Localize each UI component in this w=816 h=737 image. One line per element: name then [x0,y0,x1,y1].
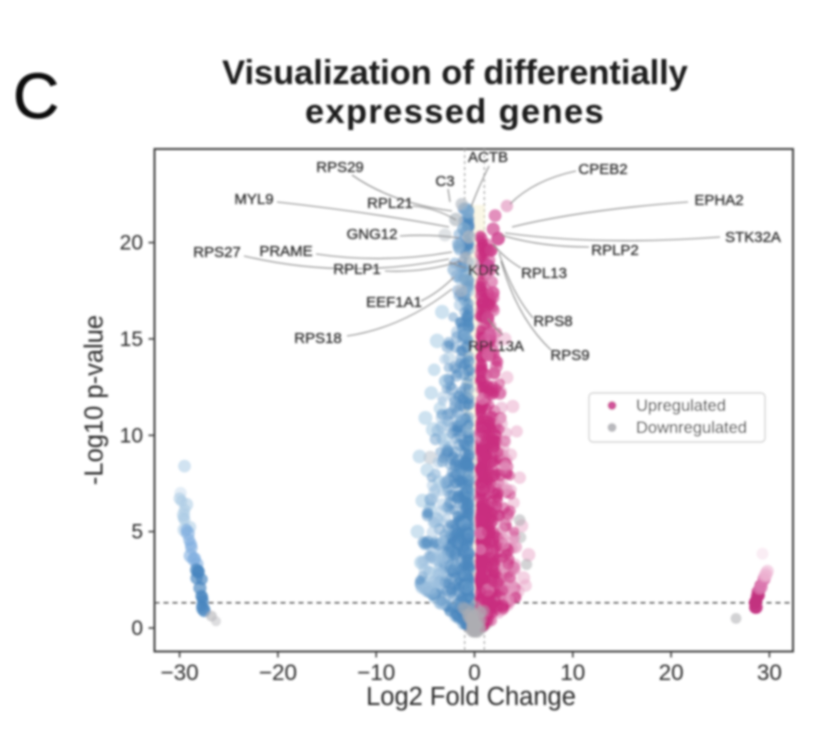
svg-text:RPS9: RPS9 [550,347,589,364]
svg-text:Downregulated: Downregulated [636,419,747,437]
svg-text:MYL9: MYL9 [234,191,273,208]
svg-text:EEF1A1: EEF1A1 [366,294,422,311]
svg-text:Log2 Fold Change: Log2 Fold Change [366,683,576,711]
svg-text:RPS27: RPS27 [193,244,241,261]
svg-text:0: 0 [131,617,143,640]
svg-text:RPL13: RPL13 [521,265,567,282]
svg-text:C: C [13,60,59,132]
svg-text:−20: −20 [259,660,297,685]
svg-text:GNG12: GNG12 [347,226,398,243]
svg-text:KDR: KDR [468,262,500,279]
svg-text:ACTB: ACTB [468,149,508,166]
svg-text:RPL21: RPL21 [367,195,413,212]
svg-text:Visualization of differentiall: Visualization of differentially [222,54,688,92]
svg-text:RPS8: RPS8 [533,313,572,330]
svg-text:−10: −10 [357,660,395,685]
svg-text:PRAME: PRAME [259,243,312,260]
svg-text:−30: −30 [161,660,199,685]
svg-text:10: 10 [120,424,143,447]
svg-text:STK32A: STK32A [725,229,781,246]
svg-text:15: 15 [120,328,143,351]
svg-text:RPL13A: RPL13A [468,338,524,355]
svg-text:RPS29: RPS29 [316,159,364,176]
svg-text:RPLP2: RPLP2 [591,242,639,259]
svg-text:expressed genes: expressed genes [305,93,605,131]
svg-text:5: 5 [131,521,143,544]
svg-text:10: 10 [560,660,585,685]
svg-text:20: 20 [659,660,684,685]
svg-text:CPEB2: CPEB2 [578,161,627,178]
svg-text:20: 20 [120,232,143,255]
svg-text:30: 30 [757,660,782,685]
svg-text:RPS18: RPS18 [294,330,342,347]
svg-text:0: 0 [468,660,481,685]
svg-text:RPLP1: RPLP1 [333,261,381,278]
svg-text:C3: C3 [435,173,454,190]
svg-text:EPHA2: EPHA2 [694,192,743,209]
svg-text:Upregulated: Upregulated [636,397,726,415]
svg-text:-Log10 p-value: -Log10 p-value [81,315,109,485]
